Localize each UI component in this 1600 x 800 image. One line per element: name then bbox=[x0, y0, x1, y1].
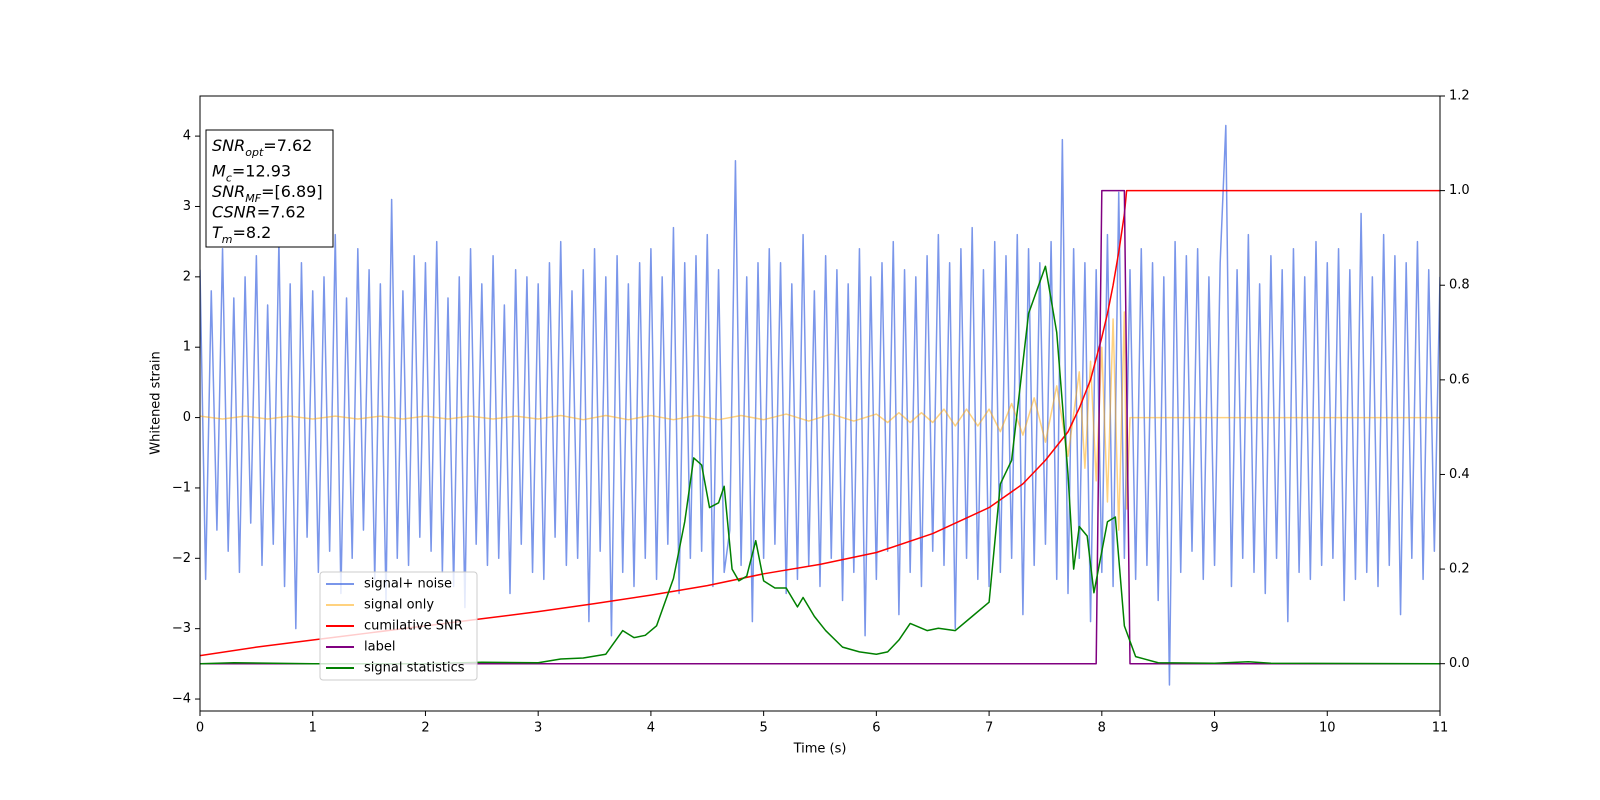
x-tick-label: 2 bbox=[421, 721, 429, 736]
x-tick-label: 5 bbox=[759, 721, 767, 736]
y-tick-label: 0 bbox=[183, 410, 191, 425]
annotation-sub: opt bbox=[245, 146, 264, 159]
x-tick-label: 7 bbox=[985, 721, 993, 736]
series-line bbox=[200, 311, 1440, 531]
series-line bbox=[200, 124, 1440, 686]
y-tick-label: −1 bbox=[172, 480, 191, 495]
y2-tick-label: 1.0 bbox=[1449, 183, 1470, 198]
annotation-sub: m bbox=[222, 233, 233, 246]
annotation-text: =7.62 bbox=[257, 202, 306, 221]
y-tick-label: 1 bbox=[183, 340, 191, 355]
annotation-sub: MF bbox=[245, 192, 261, 205]
y2-tick-label: 0.4 bbox=[1449, 467, 1470, 482]
annotation-line: SNRopt=7.62 bbox=[212, 136, 312, 159]
x-axis-label: Time (s) bbox=[793, 742, 847, 757]
legend-label: signal statistics bbox=[364, 661, 465, 676]
series-line bbox=[200, 265, 1440, 665]
y-tick-label: −3 bbox=[172, 621, 191, 636]
x-tick-label: 10 bbox=[1319, 721, 1336, 736]
annotation-var: T bbox=[212, 223, 223, 242]
annotation-line: CSNR=7.62 bbox=[212, 202, 306, 221]
x-tick-label: 9 bbox=[1210, 721, 1218, 736]
x-tick-label: 11 bbox=[1432, 721, 1449, 736]
x-tick-label: 6 bbox=[872, 721, 880, 736]
y2-tick-label: 1.2 bbox=[1449, 89, 1470, 104]
annotation-text: =[6.89] bbox=[261, 182, 323, 201]
legend: signal+ noise signal only cumilative SNR la… bbox=[319, 571, 478, 681]
y-tick-label: 2 bbox=[183, 269, 191, 284]
annotation-box bbox=[205, 129, 334, 248]
x-tick-label: 0 bbox=[196, 721, 204, 736]
x-tick-label: 4 bbox=[647, 721, 655, 736]
x-tick-label: 8 bbox=[1098, 721, 1106, 736]
y-tick-label: −2 bbox=[172, 551, 191, 566]
y-tick-label: 4 bbox=[183, 129, 191, 144]
legend-label: signal+ noise bbox=[364, 577, 452, 592]
x-tick-label: 1 bbox=[309, 721, 317, 736]
x-tick-label: 3 bbox=[534, 721, 542, 736]
y2-tick-label: 0.6 bbox=[1449, 372, 1470, 387]
annotation-line: Mc=12.93 bbox=[212, 161, 291, 184]
y2-tick-label: 0.8 bbox=[1449, 278, 1470, 293]
annotation-var: SNR bbox=[212, 136, 245, 155]
annotation-text: =7.62 bbox=[263, 136, 312, 155]
annotation-var: M bbox=[212, 161, 226, 180]
legend-label: label bbox=[364, 640, 395, 655]
annotation-line: SNRMF=[6.89] bbox=[212, 182, 323, 205]
annotation-text: =8.2 bbox=[233, 223, 272, 242]
annotation-var: CSNR bbox=[212, 202, 257, 221]
legend-label: cumilative SNR bbox=[364, 619, 463, 634]
legend-label: signal only bbox=[364, 598, 434, 613]
annotation-sub: c bbox=[226, 171, 232, 184]
y2-tick-label: 0.0 bbox=[1449, 656, 1470, 671]
annotation-var: SNR bbox=[212, 182, 245, 201]
y-tick-label: −4 bbox=[172, 692, 191, 707]
legend-box bbox=[319, 571, 478, 681]
annotation-text: =12.93 bbox=[232, 161, 291, 180]
axes-frame bbox=[199, 95, 1441, 712]
annotation-line: Tm=8.2 bbox=[212, 223, 271, 246]
y-tick-label: 3 bbox=[183, 199, 191, 214]
annotation: SNRopt=7.62Mc=12.93SNRMF=[6.89]CSNR=7.62… bbox=[205, 129, 334, 248]
y2-tick-label: 0.2 bbox=[1449, 562, 1470, 577]
y-axis-label: Whitened strain bbox=[149, 351, 164, 454]
